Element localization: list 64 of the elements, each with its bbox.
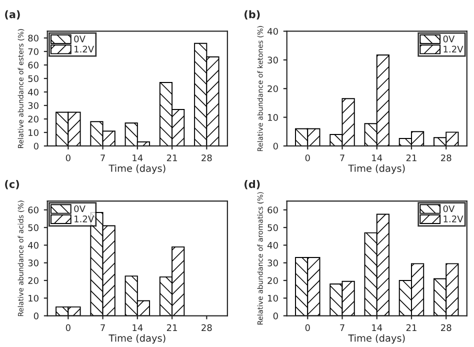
y-tick-label: 30 [28,102,38,110]
y-tick-label: 30 [268,260,278,266]
y-tick-label: 40 [267,28,278,35]
x-tick-label: 21 [406,324,416,331]
y-tick-label: 10 [268,114,278,121]
x-axis-title: Time (days) [108,164,166,174]
x-tick-label: 7 [340,324,344,331]
y-tick-label: 60 [28,206,38,214]
legend-label: 1.2V [444,46,464,52]
chart-title: (b) [244,10,260,20]
x-tick-label: 28 [441,324,452,332]
chart-title: (d) [244,180,260,190]
legend-label: 0V [74,36,86,42]
x-tick-label: 0 [66,154,70,162]
legend-label: 1.2V [74,216,94,222]
chart-title: (c) [5,180,19,190]
y-tick-label: 40 [267,242,278,249]
y-tick-label: 0 [273,312,278,320]
legend-label: 0V [443,205,455,212]
x-tick-label: 7 [100,154,105,162]
y-tick-label: 50 [268,224,278,232]
y-tick-label: 20 [28,277,38,284]
x-tick-label: 21 [166,324,177,331]
y-tick-label: 40 [28,88,38,96]
y-tick-label: 30 [268,56,278,64]
x-tick-label: 0 [305,324,310,332]
y-tick-label: 30 [28,260,38,266]
y-tick-label: 20 [268,277,278,284]
y-tick-label: 0 [34,142,38,150]
chart-title: (a) [5,10,20,20]
legend-label: 0V [74,205,86,212]
y-tick-label: 10 [268,294,278,302]
y-tick-label: 60 [28,62,38,69]
y-tick-label: 50 [28,75,38,82]
x-axis-title: Time (days) [348,164,405,174]
y-tick-label: 80 [28,34,38,42]
y-tick-label: 10 [28,129,38,136]
x-tick-label: 21 [166,154,177,162]
y-tick-label: 0 [273,142,278,150]
y-tick-label: 60 [268,206,278,214]
legend-label: 0V [443,36,455,42]
x-tick-label: 21 [406,154,416,162]
x-tick-label: 14 [132,324,143,331]
x-tick-label: 0 [66,324,70,332]
x-tick-label: 28 [441,154,452,162]
x-tick-label: 14 [372,324,382,331]
legend-label: 1.2V [444,216,464,222]
x-tick-label: 28 [202,154,212,162]
y-tick-label: 40 [28,242,38,249]
y-tick-label: 70 [28,48,38,56]
y-tick-label: 20 [28,116,38,123]
y-tick-label: 50 [28,224,38,232]
x-tick-label: 7 [340,154,344,162]
x-axis-title: Time (days) [348,334,405,344]
x-tick-label: 28 [202,324,212,332]
x-tick-label: 14 [372,154,382,162]
y-tick-label: 0 [34,312,38,320]
y-tick-label: 10 [28,294,38,302]
x-tick-label: 0 [305,154,310,162]
y-tick-label: 20 [268,85,278,92]
x-axis-title: Time (days) [108,334,166,344]
legend-label: 1.2V [74,46,94,52]
x-tick-label: 7 [100,324,105,331]
x-tick-label: 14 [132,154,143,162]
